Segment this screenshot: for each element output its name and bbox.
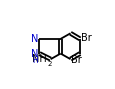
Text: H: H — [32, 56, 38, 65]
Text: Br: Br — [80, 33, 91, 43]
Text: N: N — [30, 34, 38, 44]
Text: Br: Br — [71, 55, 81, 65]
Text: 2: 2 — [47, 61, 52, 67]
Text: NH: NH — [32, 54, 47, 64]
Text: N: N — [30, 49, 38, 59]
